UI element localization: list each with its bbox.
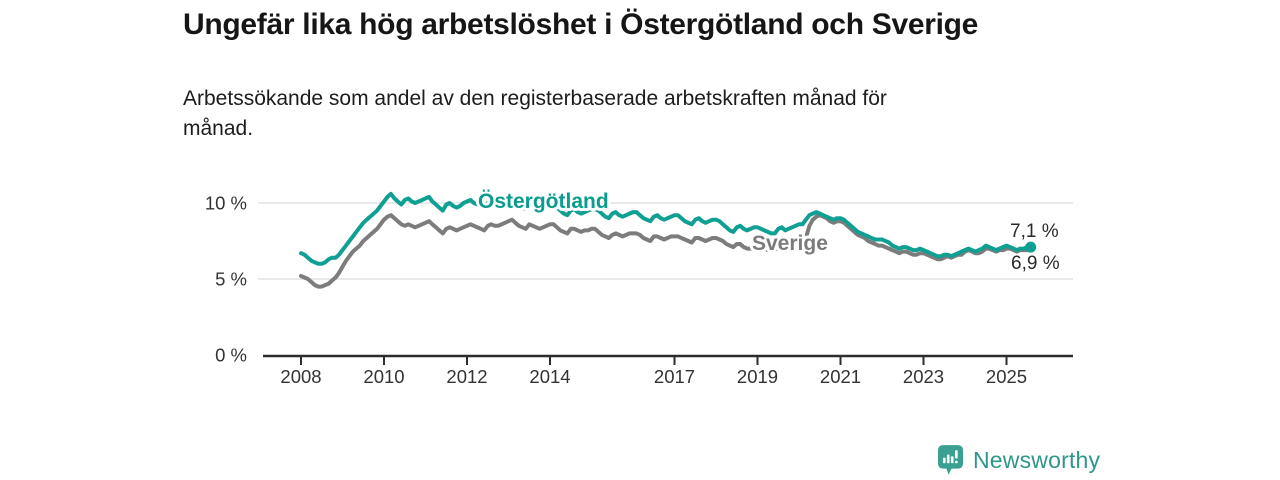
x-tick-label-2021: 2021	[820, 366, 861, 387]
exclamation-dot	[955, 460, 958, 464]
chart-label-layer: Östergötland Sverige 7,1 % 6,9 %	[475, 187, 1062, 276]
x-tick-label-2017: 2017	[654, 366, 695, 387]
exclamation-bar	[955, 450, 958, 459]
x-tick-label-2023: 2023	[903, 366, 944, 387]
y-tick-label-0: 0 %	[215, 345, 247, 366]
chart-title: Ungefär lika hög arbetslöshet i Östergöt…	[183, 8, 979, 41]
series-line-östergötland	[299, 191, 1033, 266]
series-label-ostergotland: Östergötland	[478, 190, 609, 213]
speech-bubble-shape	[938, 445, 963, 475]
chart-subtitle: Arbetssökande som andel av den registerb…	[183, 84, 887, 144]
x-tick-label-2019: 2019	[737, 366, 778, 387]
x-tick-label-2025: 2025	[986, 366, 1027, 387]
chart-generated-layer: 0 % 5 % 10 % 2008 2010 2012 2014 2017 2019 2021 20…	[205, 191, 1073, 387]
chart-subtitle-line1: Arbetssökande som andel av den registerb…	[183, 87, 887, 110]
end-value-label-sverige: 6,9 %	[1011, 253, 1060, 274]
x-tick-label-2014: 2014	[529, 366, 570, 387]
brand-name: Newsworthy	[973, 446, 1101, 473]
bar-chart-glyph	[942, 450, 958, 464]
series-end-dot-östergötland	[1025, 241, 1037, 253]
newsworthy-logo-icon	[938, 445, 963, 475]
series-label-sverige: Sverige	[752, 232, 828, 255]
x-tick-label-2010: 2010	[363, 366, 404, 387]
series-line-sverige	[299, 213, 1033, 289]
y-tick-label-5: 5 %	[215, 269, 247, 290]
end-value-label-ostergotland: 7,1 %	[1010, 221, 1059, 242]
newsworthy-brand: Newsworthy	[938, 444, 1100, 476]
chart-subtitle-line2: månad.	[183, 117, 254, 140]
y-tick-label-10: 10 %	[205, 193, 247, 214]
x-tick-label-2008: 2008	[280, 366, 321, 387]
x-tick-label-2012: 2012	[446, 366, 487, 387]
